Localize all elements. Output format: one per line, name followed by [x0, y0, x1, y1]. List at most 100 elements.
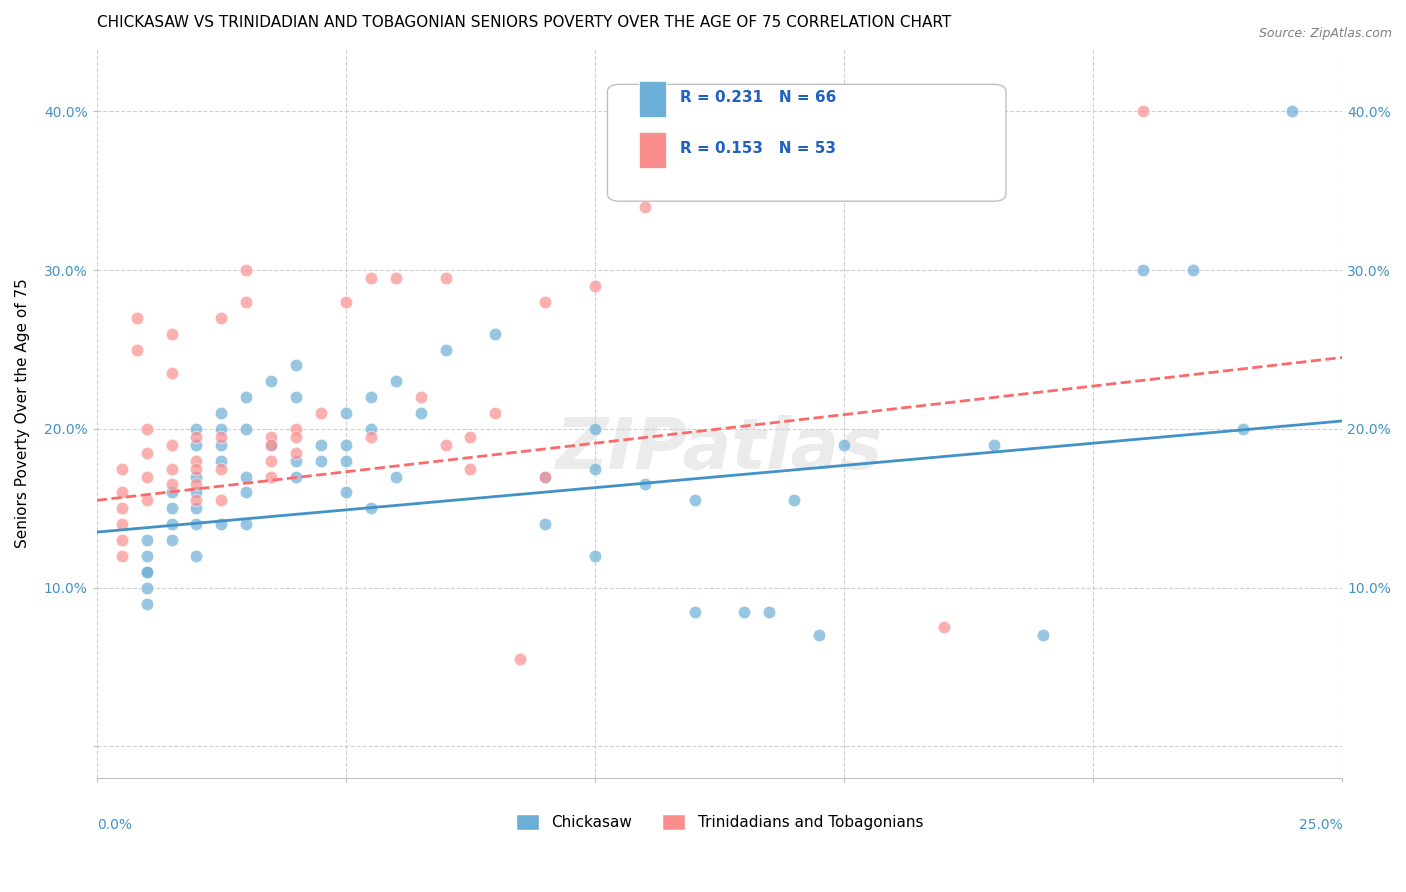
Point: [135, 597, 157, 611]
Text: ZIPatlas: ZIPatlas: [555, 415, 883, 484]
Point: [111, 517, 134, 532]
Point: [309, 406, 332, 420]
Point: [285, 422, 308, 436]
Point: [534, 469, 557, 483]
Point: [209, 430, 232, 444]
Point: [235, 485, 257, 500]
Point: [235, 294, 257, 309]
Point: [583, 279, 606, 293]
Point: [160, 517, 183, 532]
Point: [135, 533, 157, 547]
Point: [484, 406, 506, 420]
Point: [186, 517, 208, 532]
Point: [186, 485, 208, 500]
Point: [235, 469, 257, 483]
Point: [209, 438, 232, 452]
Point: [783, 493, 806, 508]
Point: [135, 446, 157, 460]
Point: [135, 422, 157, 436]
Point: [135, 565, 157, 579]
Point: [209, 517, 232, 532]
Point: [209, 493, 232, 508]
Point: [832, 438, 855, 452]
Point: [583, 549, 606, 563]
Point: [360, 422, 382, 436]
Point: [583, 461, 606, 475]
Point: [235, 263, 257, 277]
Point: [583, 422, 606, 436]
Point: [260, 438, 283, 452]
Point: [111, 549, 134, 563]
Point: [384, 469, 406, 483]
Point: [1132, 263, 1154, 277]
Point: [160, 485, 183, 500]
Point: [285, 430, 308, 444]
Point: [135, 469, 157, 483]
Point: [434, 438, 457, 452]
Point: [160, 477, 183, 491]
Point: [1232, 422, 1254, 436]
Point: [111, 485, 134, 500]
Point: [434, 271, 457, 285]
Point: [160, 461, 183, 475]
Point: [1132, 104, 1154, 119]
Point: [209, 310, 232, 325]
Point: [932, 620, 955, 634]
Text: 25.0%: 25.0%: [1299, 818, 1343, 832]
Point: [260, 374, 283, 388]
Point: [285, 359, 308, 373]
Point: [186, 430, 208, 444]
Point: [186, 501, 208, 516]
Point: [335, 438, 357, 452]
Point: [285, 390, 308, 404]
Point: [360, 271, 382, 285]
Point: [260, 453, 283, 467]
Point: [409, 390, 432, 404]
Point: [186, 469, 208, 483]
Point: [360, 390, 382, 404]
Point: [1181, 263, 1204, 277]
Point: [135, 565, 157, 579]
Point: [125, 343, 148, 357]
Point: [335, 453, 357, 467]
Point: [186, 461, 208, 475]
Point: [1032, 628, 1054, 642]
Text: R = 0.153   N = 53: R = 0.153 N = 53: [679, 141, 835, 156]
Point: [983, 438, 1005, 452]
Point: [260, 438, 283, 452]
Point: [360, 430, 382, 444]
Text: Source: ZipAtlas.com: Source: ZipAtlas.com: [1258, 27, 1392, 40]
Y-axis label: Seniors Poverty Over the Age of 75: Seniors Poverty Over the Age of 75: [15, 278, 30, 548]
Point: [683, 605, 706, 619]
Point: [733, 605, 755, 619]
Point: [285, 446, 308, 460]
Legend: Chickasaw, Trinidadians and Tobagonians: Chickasaw, Trinidadians and Tobagonians: [510, 808, 929, 837]
Point: [335, 485, 357, 500]
Point: [160, 326, 183, 341]
Point: [209, 406, 232, 420]
Point: [434, 343, 457, 357]
Point: [1281, 104, 1303, 119]
Point: [186, 453, 208, 467]
Point: [111, 501, 134, 516]
Point: [235, 517, 257, 532]
Point: [409, 406, 432, 420]
Point: [683, 493, 706, 508]
Point: [160, 533, 183, 547]
Point: [235, 390, 257, 404]
Bar: [638, 80, 666, 117]
Text: R = 0.231   N = 66: R = 0.231 N = 66: [679, 90, 837, 105]
Point: [186, 422, 208, 436]
Point: [758, 605, 780, 619]
Point: [634, 200, 657, 214]
Point: [186, 549, 208, 563]
Point: [808, 628, 831, 642]
Point: [260, 430, 283, 444]
Point: [160, 501, 183, 516]
Point: [534, 294, 557, 309]
Point: [111, 533, 134, 547]
Point: [135, 493, 157, 508]
Point: [186, 477, 208, 491]
Point: [384, 271, 406, 285]
Point: [209, 453, 232, 467]
